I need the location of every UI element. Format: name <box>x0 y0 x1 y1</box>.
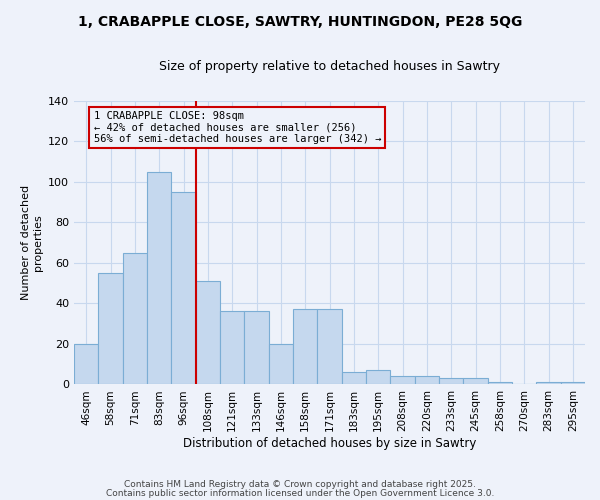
Bar <box>74 344 98 385</box>
Bar <box>220 312 244 384</box>
Bar <box>439 378 463 384</box>
Bar <box>536 382 560 384</box>
Title: Size of property relative to detached houses in Sawtry: Size of property relative to detached ho… <box>159 60 500 73</box>
Y-axis label: Number of detached
properties: Number of detached properties <box>21 185 43 300</box>
Bar <box>415 376 439 384</box>
Bar <box>244 312 269 384</box>
Text: Contains public sector information licensed under the Open Government Licence 3.: Contains public sector information licen… <box>106 490 494 498</box>
Bar <box>293 310 317 384</box>
Bar <box>123 252 147 384</box>
X-axis label: Distribution of detached houses by size in Sawtry: Distribution of detached houses by size … <box>183 437 476 450</box>
Text: Contains HM Land Registry data © Crown copyright and database right 2025.: Contains HM Land Registry data © Crown c… <box>124 480 476 489</box>
Bar <box>172 192 196 384</box>
Bar <box>488 382 512 384</box>
Text: 1, CRABAPPLE CLOSE, SAWTRY, HUNTINGDON, PE28 5QG: 1, CRABAPPLE CLOSE, SAWTRY, HUNTINGDON, … <box>78 15 522 29</box>
Bar <box>269 344 293 385</box>
Bar <box>98 273 123 384</box>
Bar <box>463 378 488 384</box>
Bar <box>342 372 366 384</box>
Text: 1 CRABAPPLE CLOSE: 98sqm
← 42% of detached houses are smaller (256)
56% of semi-: 1 CRABAPPLE CLOSE: 98sqm ← 42% of detach… <box>94 110 381 144</box>
Bar <box>391 376 415 384</box>
Bar <box>147 172 172 384</box>
Bar <box>366 370 391 384</box>
Bar <box>560 382 585 384</box>
Bar <box>196 281 220 384</box>
Bar <box>317 310 342 384</box>
